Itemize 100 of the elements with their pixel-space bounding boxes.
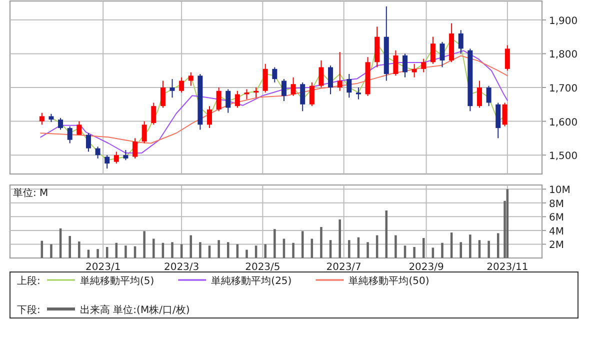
x-tick-label: 2023/9: [408, 262, 444, 273]
bar: [152, 238, 155, 258]
y-tick-label: 1,500: [549, 151, 578, 162]
y-tick-label: 6M: [549, 212, 564, 224]
candlestick: [356, 87, 361, 100]
bar: [441, 242, 444, 258]
bar: [413, 246, 416, 258]
candlestick: [216, 87, 222, 112]
candlestick: [328, 65, 334, 95]
candlestick: [76, 120, 82, 136]
bar: [68, 236, 71, 258]
y-tick-label: 1,900: [549, 16, 578, 27]
candlestick: [421, 58, 426, 73]
bar: [171, 242, 174, 258]
candlestick: [496, 102, 501, 139]
candlestick: [179, 76, 184, 94]
candlestick: [58, 117, 64, 130]
candlestick: [67, 126, 72, 144]
candlestick: [151, 102, 156, 126]
candlestick: [290, 76, 296, 96]
annotation: 単位: M: [13, 187, 48, 199]
y-tick-label: 2M: [549, 240, 564, 252]
bar: [96, 249, 99, 258]
bar: [310, 238, 314, 258]
y-tick-label: 1,700: [549, 84, 578, 94]
legend-label: 単純移動平均(50): [348, 275, 430, 287]
candlestick: [234, 90, 240, 108]
candlestick: [300, 82, 306, 112]
candlestick: [160, 80, 166, 108]
bar: [292, 242, 294, 258]
legend-title: 下段:: [17, 304, 40, 316]
y-tick-label: 8M: [549, 198, 564, 210]
bar: [469, 234, 472, 258]
bar: [143, 231, 146, 258]
candlestick: [39, 112, 44, 126]
bar: [246, 250, 248, 258]
legend-label: 単純移動平均(25): [211, 275, 292, 287]
candlestick: [402, 53, 408, 78]
bar: [422, 238, 425, 258]
bar: [348, 240, 350, 258]
candlestick: [476, 80, 482, 108]
candlestick: [486, 85, 492, 107]
x-tick-label: 2023/11: [486, 262, 528, 273]
candlestick: [104, 154, 110, 170]
candlestick: [318, 60, 324, 88]
bar: [218, 240, 220, 258]
candlestick: [123, 150, 128, 161]
bar: [320, 227, 322, 258]
candlestick: [502, 102, 508, 127]
candlestick: [440, 41, 445, 68]
candlestick: [226, 88, 231, 114]
bar: [274, 229, 276, 258]
x-tick-label: 2023/1: [86, 262, 121, 273]
candlestick: [262, 63, 268, 94]
candlestick: [272, 66, 278, 83]
candlestick: [337, 52, 342, 92]
bar: [488, 240, 490, 258]
bar: [432, 248, 434, 258]
candlestick: [412, 63, 417, 78]
bar: [78, 241, 80, 258]
candlestick: [188, 72, 194, 86]
candlestick: [393, 50, 398, 76]
x-tick-label: 2023/3: [164, 262, 200, 273]
y-tick-label: 1,600: [549, 117, 578, 128]
candlestick: [114, 151, 119, 164]
bar: [50, 244, 52, 258]
candlestick: [309, 82, 314, 107]
bar: [226, 242, 230, 258]
candlestick: [504, 44, 510, 72]
candlestick: [430, 36, 436, 64]
candlestick: [207, 106, 212, 129]
candlestick: [170, 78, 175, 98]
candlestick: [86, 132, 91, 152]
bar: [199, 242, 202, 258]
bar: [190, 235, 192, 258]
y-tick-label: 1,800: [549, 50, 578, 61]
bar: [338, 219, 341, 258]
bar: [236, 244, 239, 258]
candlestick: [142, 120, 147, 144]
bar: [264, 244, 266, 258]
bar: [124, 246, 127, 258]
legend-title: 上段:: [17, 275, 40, 287]
bar: [460, 242, 462, 258]
bar: [180, 244, 183, 258]
bar: [366, 242, 369, 258]
bar: [394, 235, 397, 258]
candlestick: [95, 146, 100, 159]
candlestick: [346, 73, 352, 98]
candlestick: [244, 88, 250, 100]
legend-label: 出来高 単位:(M株/口/枚): [80, 304, 190, 316]
candlestick: [458, 30, 464, 54]
x-tick-label: 2023/5: [245, 262, 280, 273]
candlestick: [132, 138, 138, 159]
y-tick-label: 4M: [549, 226, 564, 238]
candlestick: [281, 78, 286, 102]
x-tick-label: 2023/7: [326, 262, 362, 273]
bar: [282, 238, 286, 258]
legend-label: 単純移動平均(5): [80, 275, 154, 287]
bar: [87, 250, 90, 258]
y-tick-label: 10M: [549, 185, 570, 196]
